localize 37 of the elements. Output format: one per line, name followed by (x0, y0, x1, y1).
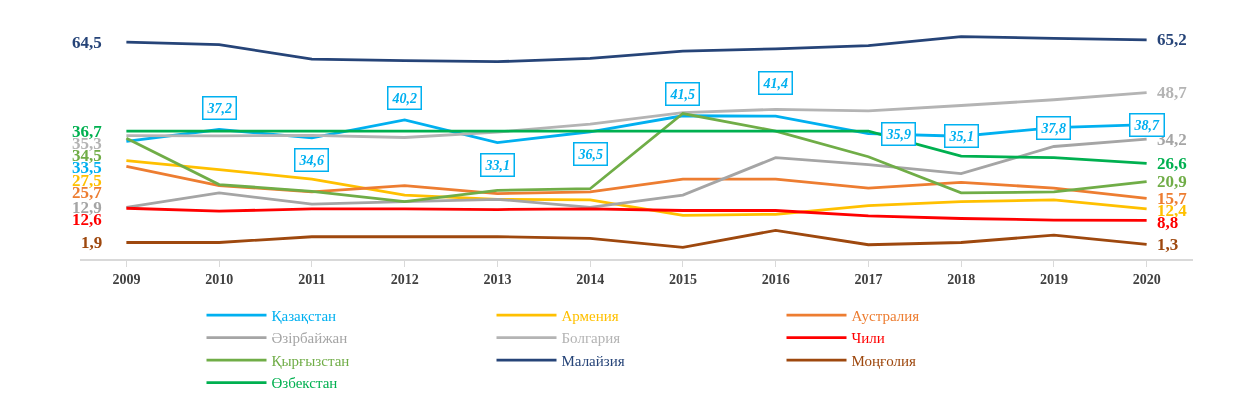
data-label: 1,9 (81, 233, 103, 252)
x-tick-label: 2016 (761, 271, 790, 287)
x-tick-label: 2012 (390, 271, 419, 287)
data-label: 37,2 (206, 100, 232, 116)
legend-label: Болгария (561, 330, 621, 347)
x-tick-label: 2009 (112, 271, 141, 287)
legend-label: Аустралия (851, 307, 920, 324)
legend-label: Чили (851, 330, 885, 347)
data-label: 35,9 (885, 126, 911, 142)
x-tick-label: 2018 (947, 271, 976, 287)
legend-label: Әзірбайжан (271, 330, 348, 347)
data-label: 33,1 (484, 157, 510, 173)
legend-label: Моңғолия (851, 352, 916, 369)
x-tick-label: 2015 (668, 271, 697, 287)
data-label: 48,7 (1157, 83, 1188, 102)
data-label: 41,5 (669, 86, 695, 102)
legend-label: Өзбекстан (271, 375, 338, 392)
x-tick-label: 2017 (854, 271, 883, 287)
x-tick-label: 2014 (576, 271, 605, 287)
legend-label: Қазақстан (271, 307, 337, 324)
x-tick-label: 2020 (1132, 271, 1161, 287)
legend-label: Армения (561, 307, 619, 324)
x-tick-label: 2011 (298, 271, 326, 287)
data-label: 41,4 (762, 75, 788, 91)
data-label: 1,3 (1157, 235, 1179, 254)
legend-label: Қырғызстан (271, 352, 350, 369)
x-tick-label: 2010 (205, 271, 234, 287)
legend-label: Малайзия (561, 352, 625, 369)
x-tick-label: 2019 (1039, 271, 1068, 287)
data-label: 64,5 (72, 33, 102, 52)
data-label: 34,6 (298, 152, 324, 168)
data-label: 65,2 (1157, 30, 1187, 49)
x-tick-label: 2013 (483, 271, 512, 287)
data-label: 20,9 (1157, 172, 1187, 191)
data-label: 40,2 (391, 90, 417, 106)
data-label: 26,6 (1157, 154, 1187, 173)
data-label: 36,5 (577, 146, 603, 162)
